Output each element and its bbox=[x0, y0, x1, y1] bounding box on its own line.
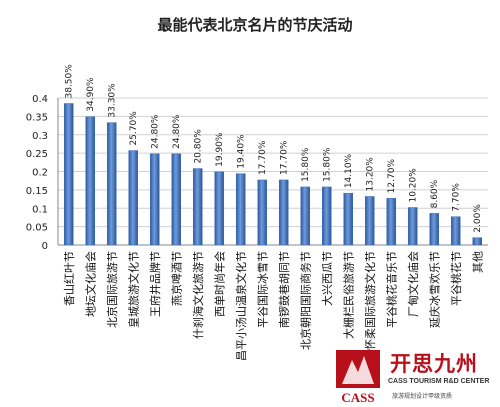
category-label: 厂甸文化庙会 bbox=[406, 251, 420, 317]
bar-value-label: 10.20% bbox=[409, 168, 419, 203]
category-label: 北京朝阳国际商务节 bbox=[298, 251, 312, 350]
y-tick-label: 0.4 bbox=[32, 94, 48, 105]
axes: 0 0.05 0.1 0.15 0.2 0.25 0.3 0.35 0.4 bbox=[26, 94, 59, 252]
bar-value-label: 14.10% bbox=[344, 153, 354, 188]
grid-lines bbox=[58, 97, 488, 246]
bar bbox=[364, 196, 375, 246]
category-label: 怀柔国际旅游文化节 bbox=[363, 251, 377, 350]
y-tick-label: 0.2 bbox=[32, 168, 48, 179]
bar bbox=[63, 103, 74, 246]
category-label: 地坛文化庙会 bbox=[83, 251, 97, 317]
bar-value-label: 15.80% bbox=[301, 147, 311, 182]
y-tick-label: 0 bbox=[42, 241, 48, 252]
bar-value-label: 38.50% bbox=[65, 64, 75, 99]
watermark-subtitle: 旅游规划设计甲级资质 bbox=[392, 393, 453, 400]
bars bbox=[63, 103, 483, 246]
category-label: 平谷桃花音乐节 bbox=[384, 251, 398, 328]
bar bbox=[429, 213, 440, 246]
bar-value-label: 8.60% bbox=[430, 179, 440, 208]
bar bbox=[321, 186, 332, 246]
bar-value-label: 12.70% bbox=[387, 159, 397, 194]
bar bbox=[257, 179, 268, 246]
y-tick-label: 0.3 bbox=[32, 131, 48, 142]
category-label: 大兴西瓜节 bbox=[320, 251, 334, 306]
bar-value-label: 2.00% bbox=[473, 204, 483, 233]
category-label: 燕京啤酒节 bbox=[169, 251, 183, 306]
y-tick-label: 0.1 bbox=[32, 204, 48, 215]
y-tick-label: 0.35 bbox=[26, 112, 48, 123]
bar-value-label: 25.70% bbox=[129, 111, 139, 146]
chart-title: 最能代表北京名片的节庆活动 bbox=[157, 16, 352, 34]
bar-value-label: 20.80% bbox=[194, 129, 204, 164]
bar bbox=[235, 173, 246, 246]
bar-value-label: 34.90% bbox=[86, 77, 96, 112]
bar bbox=[106, 122, 117, 246]
bar bbox=[278, 179, 289, 246]
category-label: 北京国际旅游节 bbox=[105, 251, 119, 328]
bar bbox=[386, 198, 397, 246]
bar bbox=[343, 192, 354, 246]
category-label: 王府井品牌节 bbox=[148, 251, 162, 317]
category-label: 西单时尚年会 bbox=[212, 251, 226, 317]
watermark-brand: 开思九州 bbox=[390, 352, 478, 376]
bar bbox=[407, 207, 418, 246]
bar bbox=[85, 116, 96, 246]
bar-value-label: 33.30% bbox=[108, 83, 118, 118]
bar-value-label: 17.70% bbox=[280, 140, 290, 175]
bar-value-label: 17.70% bbox=[258, 140, 268, 175]
bar bbox=[300, 186, 311, 246]
bar-value-label: 15.80% bbox=[323, 147, 333, 182]
category-label: 昌平小汤山温泉文化节 bbox=[234, 251, 248, 361]
bar-value-label: 19.40% bbox=[237, 134, 247, 169]
bar-value-label: 13.20% bbox=[366, 157, 376, 192]
category-label: 其他 bbox=[471, 251, 484, 273]
watermark-logo: CASS 开思九州 CASS TOURISM R&D CENTER 旅游规划设计… bbox=[330, 346, 500, 407]
category-label: 南锣鼓巷胡同节 bbox=[277, 251, 291, 328]
bar bbox=[472, 237, 483, 246]
bar bbox=[171, 153, 182, 246]
value-labels: 38.50% 34.90% 33.30% 25.70% 24.80% 24.80% 20.8… bbox=[65, 64, 484, 233]
cass-logo-icon: CASS bbox=[336, 350, 380, 405]
category-label: 延庆冰雪欢乐节 bbox=[427, 251, 441, 328]
bar bbox=[192, 168, 203, 246]
bar bbox=[149, 153, 160, 246]
category-labels: 香山红叶节 地坛文化庙会 北京国际旅游节 皇城旅游文化节 王府井品牌节 燕京啤酒节 什刹海文… bbox=[63, 251, 485, 361]
watermark-org: CASS TOURISM R&D CENTER bbox=[388, 378, 490, 385]
bar-value-label: 24.80% bbox=[172, 114, 182, 149]
category-label: 香山红叶节 bbox=[63, 251, 76, 306]
bar-value-label: 7.70% bbox=[452, 183, 462, 212]
category-label: 大栅栏民俗旅游节 bbox=[341, 251, 355, 339]
y-tick-label: 0.15 bbox=[26, 186, 48, 197]
category-label: 皇城旅游文化节 bbox=[126, 251, 140, 328]
cass-logo-text: CASS bbox=[341, 390, 374, 405]
category-label: 平谷桃花节 bbox=[449, 251, 463, 306]
bar bbox=[128, 150, 139, 246]
bar-value-label: 19.90% bbox=[215, 132, 225, 167]
y-tick-label: 0.25 bbox=[26, 149, 48, 160]
bar bbox=[450, 216, 461, 246]
category-label: 平谷国际冰雪节 bbox=[256, 251, 269, 328]
y-tick-label: 0.05 bbox=[26, 223, 48, 234]
bar-value-label: 24.80% bbox=[151, 114, 161, 149]
bar bbox=[214, 171, 225, 246]
category-label: 什刹海文化旅游节 bbox=[191, 251, 205, 339]
